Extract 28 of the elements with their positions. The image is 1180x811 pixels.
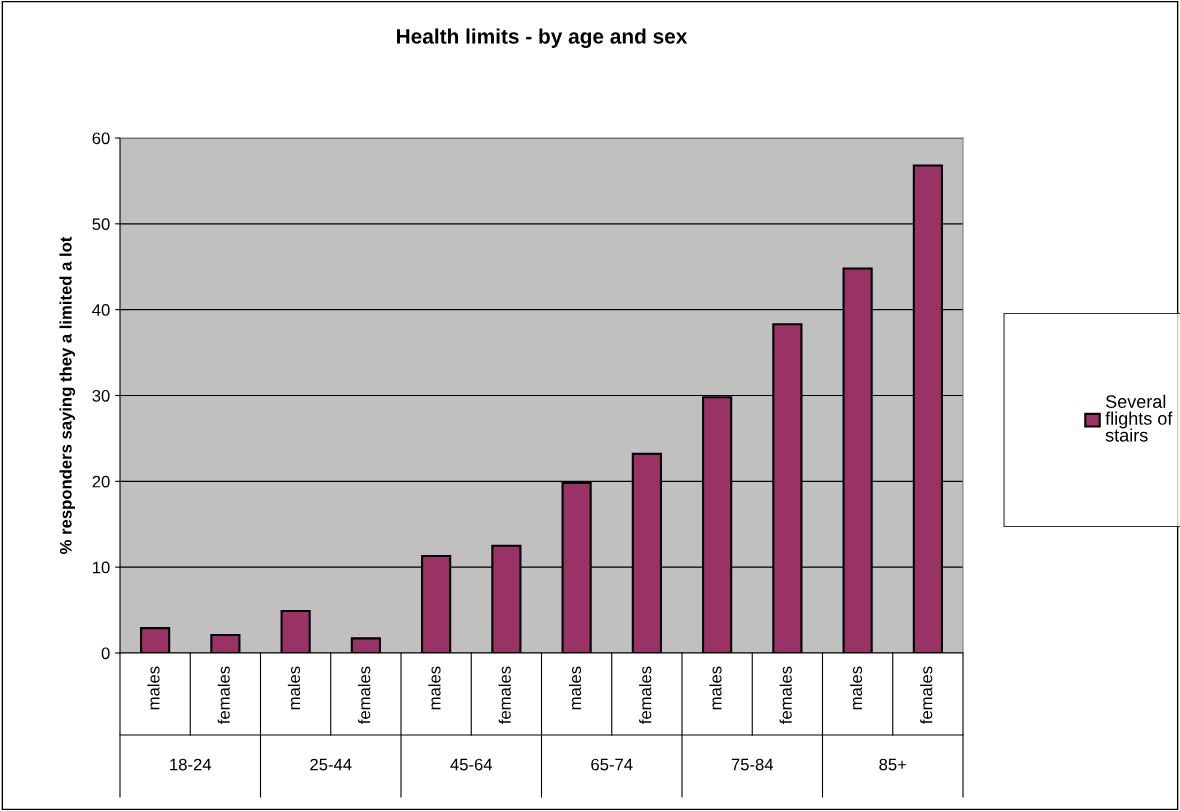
text: 65-74 [591,758,633,771]
text: 25-44 [310,758,352,771]
y-tick-label: 40 [92,304,110,316]
chart-title: Health limits - by age and sex [397,28,688,48]
x-tick-label: females [920,666,933,724]
y-tick-label: 50 [92,218,110,231]
y-tick-label: 30 [92,389,110,402]
y-tick-label: 20 [92,475,110,488]
x-tick-label: females [217,666,230,724]
y-tick-label: 10 [93,561,110,574]
x-tick-label: females [639,666,652,724]
y-tick-label: 60 [92,132,110,145]
x-tick-label: females [498,666,511,724]
text: 85+ [879,758,907,771]
y-axis-title: % responders saying they a limited a lot [59,236,76,554]
x-tick-label: males [287,666,301,710]
x-tick-label: males [709,666,722,710]
x-tick-label: males [568,666,582,710]
text: 18-24 [170,758,212,771]
x-tick-label: males [428,666,441,710]
legend-label: Several flights of stairs [1105,394,1173,442]
x-tick-label: females [358,666,371,724]
x-tick-label: males [849,666,863,710]
x-tick-label: females [779,666,792,724]
x-tick-label: males [147,666,160,710]
text: 75-84 [731,758,774,771]
text: 45-64 [450,758,493,771]
y-tick-label: 0 [101,647,110,660]
